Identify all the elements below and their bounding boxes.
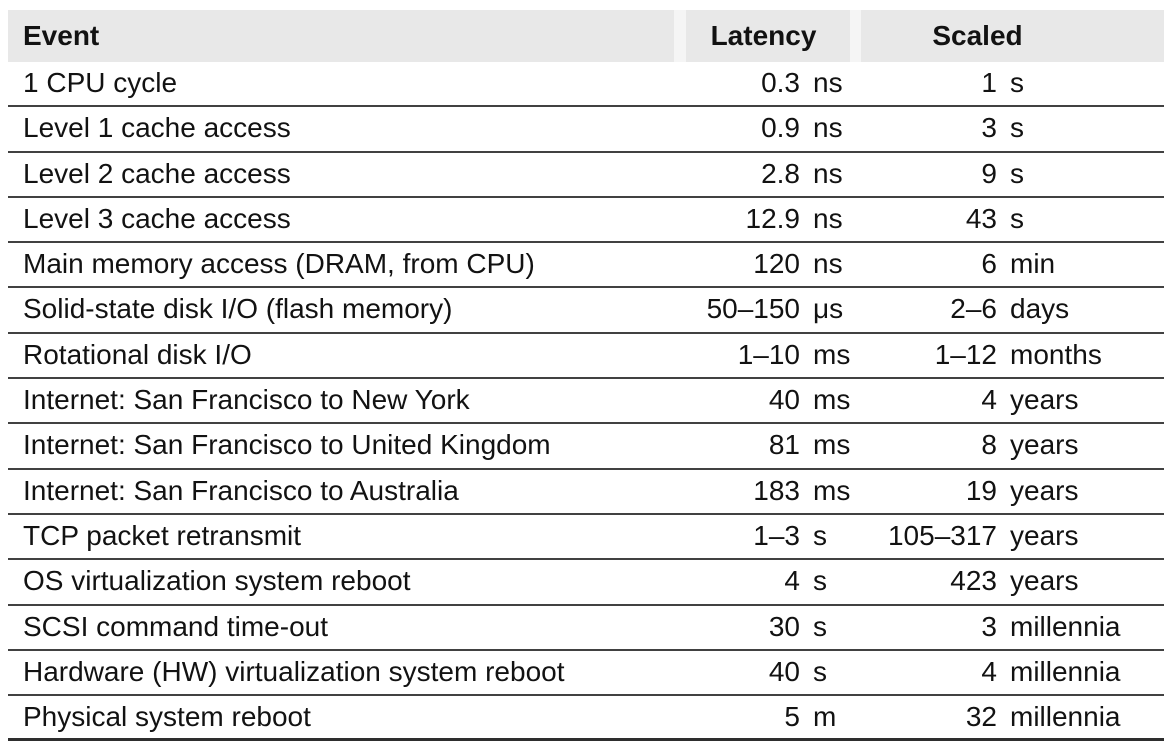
event-cell: Level 2 cache access [23,157,291,189]
event-cell: TCP packet retransmit [23,519,302,551]
header-event: Event [8,10,674,62]
event-cell: Physical system reboot [23,701,311,733]
latency-unit-cell: ms [813,338,851,370]
latency-value-cell: 50–150 [706,293,800,325]
table-row: Solid-state disk I/O (flash memory) 50–1… [8,288,1164,334]
scaled-value-cell: 3 [981,112,997,144]
scaled-value-cell: 32 [965,701,997,733]
latency-table: Event Latency Scaled 1 CPU cycle 0.3 ns … [8,10,1164,742]
table-row: Main memory access (DRAM, from CPU) 120 … [8,243,1164,289]
scaled-value-cell: 4 [981,655,997,687]
scaled-unit-cell: years [1010,519,1079,551]
table-row: Internet: San Francisco to United Kingdo… [8,424,1164,470]
scaled-unit-cell: years [1010,565,1079,597]
latency-unit-cell: μs [813,293,844,325]
scaled-unit-cell: s [1010,157,1024,189]
latency-value-cell: 5 [784,701,800,733]
latency-unit-cell: ns [813,248,843,280]
table-row: Level 1 cache access 0.9 ns 3 s [8,107,1164,153]
event-cell: 1 CPU cycle [23,67,178,98]
event-cell: Internet: San Francisco to United Kingdo… [23,429,551,461]
scaled-value-cell: 9 [981,157,997,189]
event-cell: Solid-state disk I/O (flash memory) [23,293,453,325]
scaled-unit-cell: s [1010,67,1024,98]
latency-value-cell: 30 [768,610,800,642]
latency-unit-cell: ms [813,474,851,506]
scaled-value-cell: 43 [965,202,997,234]
event-cell: Internet: San Francisco to Australia [23,474,459,506]
event-cell: SCSI command time-out [23,610,328,642]
scaled-value-cell: 3 [981,610,997,642]
scaled-value-cell: 2–6 [950,293,997,325]
table-row: Internet: San Francisco to New York 40 m… [8,379,1164,425]
scaled-unit-cell: millennia [1010,701,1121,733]
latency-value-cell: 120 [753,248,800,280]
table-row: Hardware (HW) virtualization system rebo… [8,651,1164,697]
scaled-unit-cell: min [1010,248,1056,280]
table-row: Physical system reboot 5 m 32 millennia [8,696,1164,742]
header-latency: Latency [686,10,850,62]
latency-value-cell: 0.9 [761,112,800,144]
latency-unit-cell: ns [813,157,843,189]
event-cell: Rotational disk I/O [23,338,252,370]
event-cell: Main memory access (DRAM, from CPU) [23,248,535,280]
table-row: Rotational disk I/O 1–10 ms 1–12 months [8,334,1164,380]
event-cell: Level 1 cache access [23,112,291,144]
latency-value-cell: 40 [768,384,800,416]
header-gap [850,10,861,62]
latency-unit-cell: ms [813,384,851,416]
scaled-unit-cell: millennia [1010,610,1121,642]
latency-value-cell: 2.8 [761,157,800,189]
latency-unit-cell: s [813,565,827,597]
event-cell: Hardware (HW) virtualization system rebo… [23,655,565,687]
table-header-row: Event Latency Scaled [8,10,1164,62]
latency-value-cell: 4 [784,565,800,597]
scaled-unit-cell: years [1010,474,1079,506]
scaled-value-cell: 1–12 [934,338,997,370]
latency-unit-cell: m [813,701,837,733]
event-cell: OS virtualization system reboot [23,565,411,597]
scaled-unit-cell: years [1010,429,1079,461]
table-row: Level 2 cache access 2.8 ns 9 s [8,153,1164,198]
scaled-unit-cell: days [1010,293,1070,325]
scaled-value-cell: 19 [965,474,997,506]
table-row: TCP packet retransmit 1–3 s 105–317 year… [8,515,1164,561]
scaled-value-cell: 1 [981,67,997,98]
header-gap [674,10,686,62]
latency-value-cell: 12.9 [745,202,801,234]
latency-value-cell: 183 [753,474,800,506]
event-cell: Internet: San Francisco to New York [23,384,470,416]
scaled-value-cell: 4 [981,384,997,416]
scaled-unit-cell: millennia [1010,655,1121,687]
latency-unit-cell: ns [813,67,843,98]
table-row: OS virtualization system reboot 4 s 423 … [8,560,1164,606]
latency-value-cell: 1–10 [737,338,800,370]
latency-unit-cell: ms [813,429,851,461]
latency-value-cell: 1–3 [753,519,800,551]
latency-unit-cell: s [813,610,827,642]
scaled-value-cell: 8 [981,429,997,461]
table-row: 1 CPU cycle 0.3 ns 1 s [8,62,1164,108]
latency-unit-cell: s [813,655,827,687]
latency-value-cell: 40 [768,655,800,687]
table-row: Level 3 cache access 12.9 ns 43 s [8,198,1164,244]
table-row: Internet: San Francisco to Australia 183… [8,470,1164,515]
event-cell: Level 3 cache access [23,202,291,234]
scaled-unit-cell: months [1010,338,1102,370]
scaled-value-cell: 6 [981,248,997,280]
latency-unit-cell: s [813,519,827,551]
scaled-value-cell: 105–317 [887,519,997,551]
scaled-value-cell: 423 [950,565,997,597]
latency-value-cell: 81 [768,429,800,461]
latency-unit-cell: ns [813,202,843,234]
scaled-unit-cell: years [1010,384,1079,416]
scaled-unit-cell: s [1010,202,1024,234]
latency-unit-cell: ns [813,112,843,144]
header-scaled: Scaled [861,10,1164,62]
latency-value-cell: 0.3 [761,67,800,98]
scaled-unit-cell: s [1010,112,1024,144]
table-row: SCSI command time-out 30 s 3 millennia [8,606,1164,651]
